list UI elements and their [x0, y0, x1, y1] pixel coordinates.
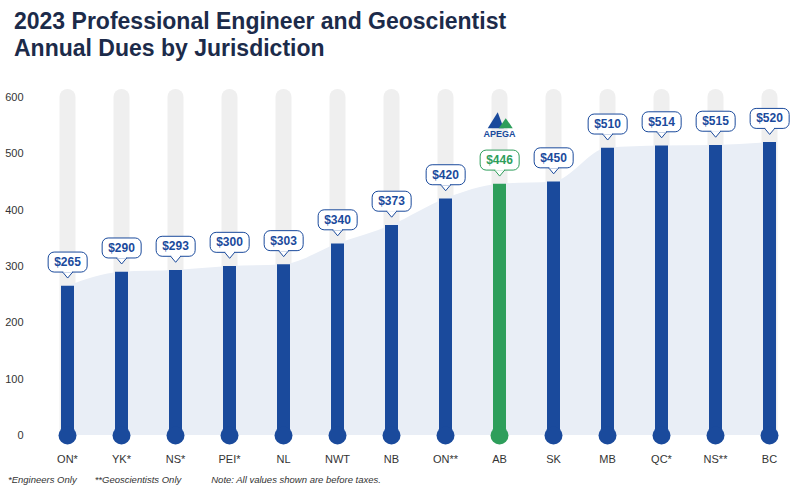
svg-text:ON**: ON**	[433, 453, 459, 465]
svg-text:$303: $303	[270, 234, 297, 248]
svg-text:$293: $293	[162, 239, 189, 253]
svg-text:NWT: NWT	[325, 453, 350, 465]
svg-text:BC: BC	[762, 453, 777, 465]
svg-text:$290: $290	[108, 241, 135, 255]
svg-text:MB: MB	[599, 453, 616, 465]
svg-text:300: 300	[5, 260, 23, 272]
svg-text:YK*: YK*	[112, 453, 132, 465]
svg-text:0: 0	[17, 429, 23, 441]
html-text:**Geoscientists Only: **Geoscientists Only	[94, 474, 182, 485]
svg-text:600: 600	[5, 91, 23, 103]
html-text:2023 Professional Engineer and: 2023 Professional Engineer and Geoscient…	[14, 8, 507, 61]
svg-text:$265: $265	[54, 255, 81, 269]
svg-text:$510: $510	[594, 117, 621, 131]
html-text:*Engineers Only: *Engineers Only	[8, 474, 77, 485]
svg-text:$450: $450	[540, 151, 567, 165]
svg-text:400: 400	[5, 204, 23, 216]
svg-text:200: 200	[5, 316, 23, 328]
svg-text:NS**: NS**	[704, 453, 729, 465]
svg-text:NS*: NS*	[166, 453, 186, 465]
svg-text:$515: $515	[702, 114, 729, 128]
svg-text:APEGA: APEGA	[483, 129, 516, 139]
svg-text:$420: $420	[432, 168, 459, 182]
svg-text:$300: $300	[216, 235, 243, 249]
html-text:Note: All values shown are bef: Note: All values shown are before taxes.	[211, 474, 381, 485]
svg-text:AB: AB	[492, 453, 507, 465]
svg-text:QC*: QC*	[651, 453, 673, 465]
svg-text:$514: $514	[648, 115, 675, 129]
svg-text:$373: $373	[378, 194, 405, 208]
svg-text:SK: SK	[546, 453, 561, 465]
svg-text:$340: $340	[324, 213, 351, 227]
svg-text:ON*: ON*	[57, 453, 79, 465]
svg-text:$446: $446	[486, 153, 513, 167]
svg-text:$520: $520	[756, 111, 783, 125]
svg-text:NB: NB	[384, 453, 399, 465]
svg-text:NL: NL	[276, 453, 290, 465]
svg-text:100: 100	[5, 373, 23, 385]
svg-text:PEI*: PEI*	[218, 453, 241, 465]
svg-text:500: 500	[5, 147, 23, 159]
